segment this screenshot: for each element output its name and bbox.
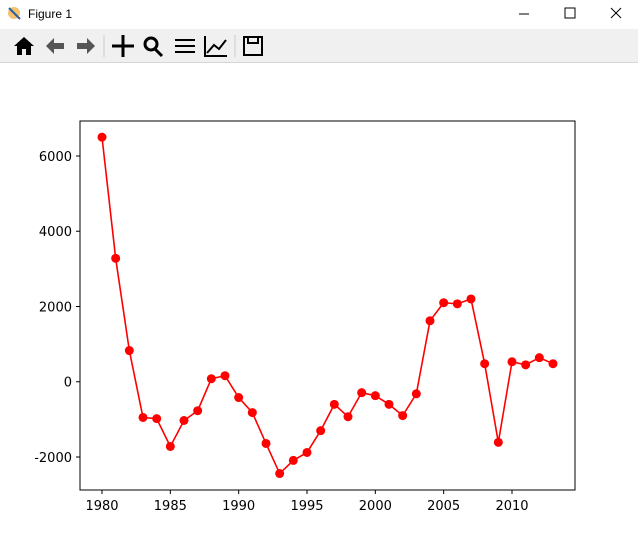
- back-button[interactable]: [46, 38, 64, 54]
- data-point: [261, 438, 271, 448]
- maximize-button[interactable]: [564, 7, 576, 19]
- data-point: [466, 294, 476, 304]
- data-point: [357, 388, 367, 398]
- x-tick-label: 2005: [427, 499, 460, 514]
- data-point: [548, 359, 558, 369]
- data-point: [179, 416, 189, 426]
- data-point: [370, 391, 380, 401]
- data-point: [316, 426, 326, 436]
- data-point: [343, 412, 353, 422]
- y-tick-label: 6000: [39, 150, 72, 165]
- zoom-button[interactable]: [143, 36, 164, 58]
- data-point: [165, 441, 175, 451]
- x-tick-label: 2000: [359, 499, 392, 514]
- edit-axes-button[interactable]: [204, 36, 227, 57]
- data-point: [138, 412, 148, 422]
- data-point: [425, 316, 435, 326]
- data-point: [193, 406, 203, 416]
- data-point: [493, 437, 503, 447]
- data-point: [452, 299, 462, 309]
- data-point: [384, 399, 394, 409]
- configure-button[interactable]: [175, 39, 195, 53]
- data-point: [275, 469, 285, 479]
- data-point: [247, 408, 257, 418]
- data-point: [521, 360, 531, 370]
- data-point: [302, 447, 312, 457]
- data-point: [398, 411, 408, 421]
- x-tick-label: 1980: [85, 499, 118, 514]
- x-tick-label: 2010: [495, 499, 528, 514]
- data-point: [124, 346, 134, 356]
- toolbar: [0, 29, 638, 63]
- data-point: [234, 393, 244, 403]
- data-point: [97, 132, 107, 142]
- data-point: [411, 389, 421, 399]
- y-tick-label: -2000: [34, 451, 72, 466]
- data-point: [220, 371, 230, 381]
- y-tick-label: 0: [64, 376, 72, 391]
- y-tick-label: 2000: [39, 300, 72, 315]
- data-point: [206, 374, 216, 384]
- x-tick-label: 1990: [222, 499, 255, 514]
- data-point: [507, 357, 517, 367]
- data-point: [111, 253, 121, 263]
- data-point: [534, 353, 544, 363]
- forward-button[interactable]: [77, 38, 95, 54]
- data-point: [480, 359, 490, 369]
- data-line: [101, 137, 554, 475]
- data-point: [439, 298, 449, 308]
- home-button[interactable]: [14, 37, 34, 55]
- data-point: [152, 414, 162, 424]
- data-point: [288, 455, 298, 465]
- title-bar: Figure 1: [0, 0, 638, 29]
- figure: -2000 0 2000 4000 6000 1980 1985 1990 1995 2000 20…: [34, 120, 576, 514]
- data-point: [329, 399, 339, 409]
- window-title: Figure 1: [28, 7, 72, 21]
- pan-button[interactable]: [112, 35, 134, 57]
- x-tick-label: 1995: [290, 499, 323, 514]
- save-button[interactable]: [243, 36, 263, 56]
- x-tick-label: 1985: [154, 499, 187, 514]
- close-button[interactable]: [610, 7, 622, 19]
- plot-area: [79, 120, 576, 491]
- app-icon: [8, 7, 21, 20]
- y-tick-label: 4000: [39, 225, 72, 240]
